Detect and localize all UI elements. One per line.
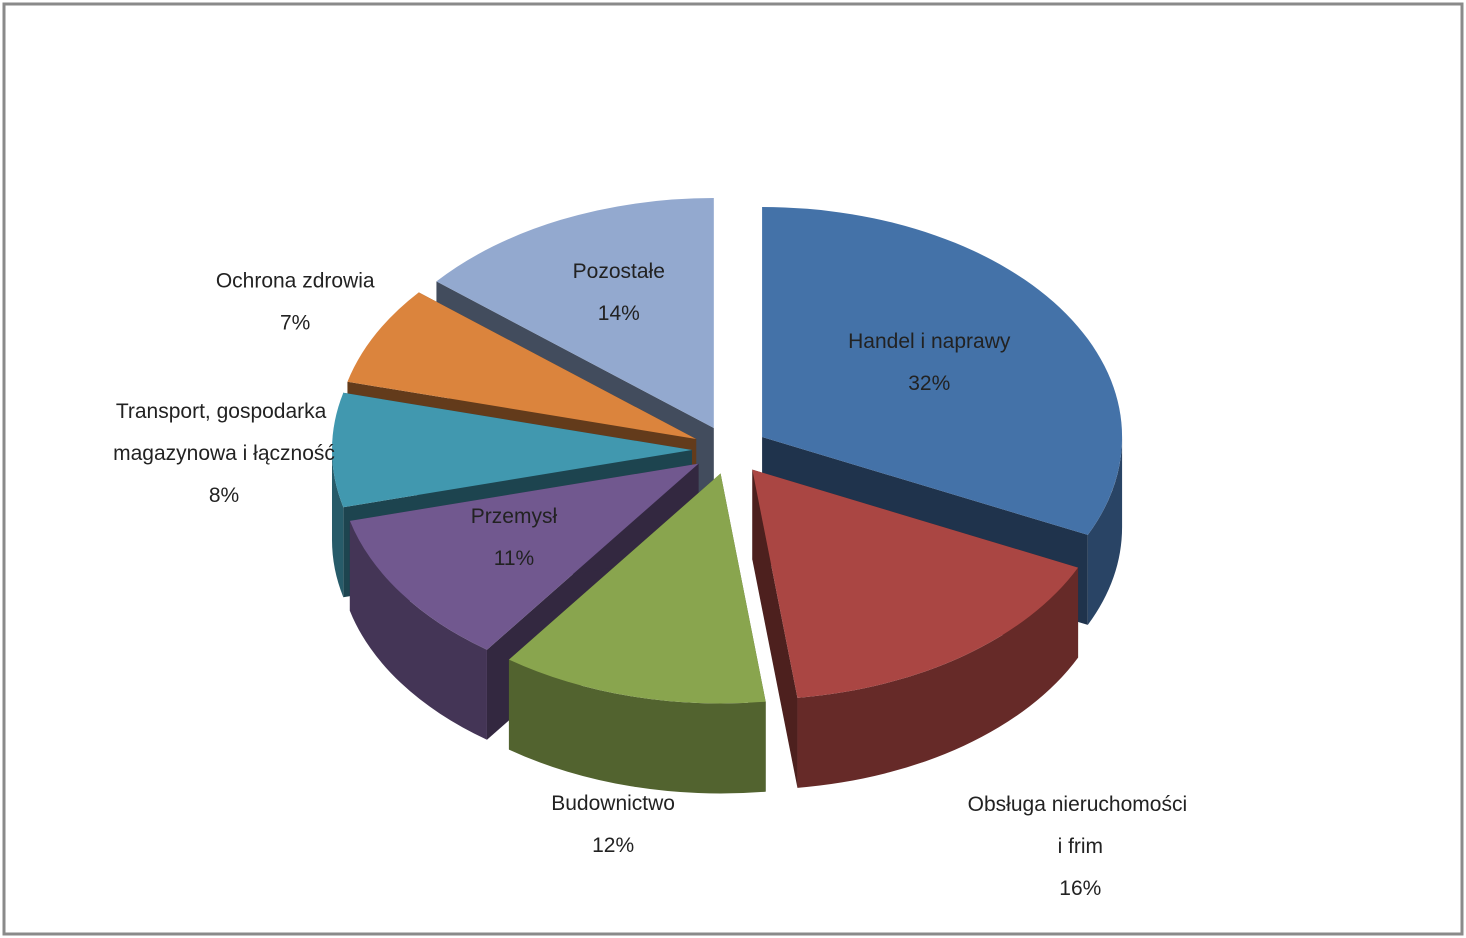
category-label: Budownictwo bbox=[551, 792, 675, 815]
slice-top bbox=[762, 206, 1123, 535]
category-label: Pozostałe bbox=[573, 260, 665, 283]
slice bbox=[508, 473, 766, 794]
slice-wall bbox=[797, 567, 1079, 788]
category-label-line: Handel i naprawy bbox=[848, 330, 1011, 353]
category-label-line: Budownictwo bbox=[551, 792, 675, 815]
slice-top bbox=[752, 469, 1079, 698]
category-label: Transport, gospodarka magazynowa i łączn… bbox=[113, 400, 335, 465]
category-label-line: magazynowa i łączność bbox=[113, 442, 335, 465]
category-label: Ochrona zdrowia bbox=[216, 269, 375, 292]
value-label: 8% bbox=[209, 484, 239, 507]
value-label: 12% bbox=[592, 834, 634, 857]
slice-wall bbox=[508, 659, 766, 794]
value-label: 7% bbox=[280, 311, 310, 334]
slice-top bbox=[349, 463, 699, 650]
category-label-line: Transport, gospodarka bbox=[116, 400, 332, 423]
category-label-line: Ochrona zdrowia bbox=[216, 269, 375, 292]
value-label: 16% bbox=[1059, 877, 1101, 900]
category-label: Handel i naprawy bbox=[848, 330, 1011, 353]
category-label: Obsługa nieruchomości i frim bbox=[968, 793, 1193, 858]
category-label-line: Pozostałe bbox=[573, 260, 665, 283]
slice bbox=[752, 469, 1079, 788]
category-label-line: Przemysł bbox=[471, 505, 558, 528]
slice-top bbox=[436, 198, 714, 429]
category-label-line: Obsługa nieruchomości bbox=[968, 793, 1193, 816]
value-label: 11% bbox=[494, 547, 534, 570]
category-label: Przemysł bbox=[471, 505, 558, 528]
slice-wall bbox=[349, 520, 487, 740]
slice-wall bbox=[332, 450, 344, 598]
value-label: 14% bbox=[598, 302, 640, 325]
slice-top bbox=[332, 392, 692, 508]
slice-side bbox=[752, 469, 798, 788]
slice-top bbox=[347, 292, 697, 439]
slice-wall bbox=[1087, 436, 1123, 625]
value-label: 32% bbox=[908, 372, 950, 395]
category-label-line: i frim bbox=[1058, 835, 1104, 858]
slice-top bbox=[508, 473, 766, 704]
